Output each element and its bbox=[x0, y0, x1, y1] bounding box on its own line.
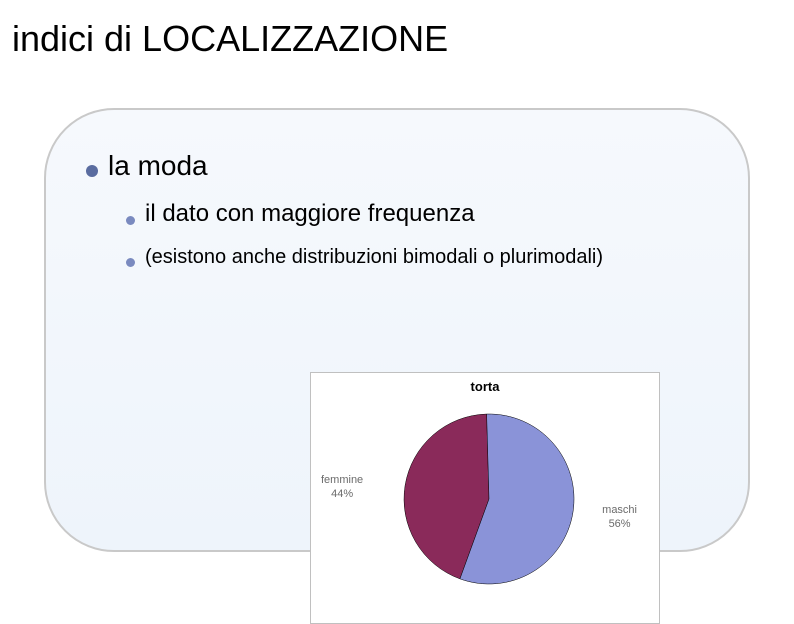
bullet-level2b-text: (esistono anche distribuzioni bimodali o… bbox=[145, 246, 603, 269]
bullet-level2a: il dato con maggiore frequenza bbox=[126, 200, 712, 228]
bullet-level2b: (esistono anche distribuzioni bimodali o… bbox=[126, 246, 712, 269]
slide-title: indici di LOCALIZZAZIONE bbox=[12, 18, 448, 60]
slice-label-name: femmine bbox=[321, 473, 363, 487]
slice-label-maschi: maschi 56% bbox=[602, 503, 637, 532]
pie-svg bbox=[399, 409, 579, 589]
slice-label-percent: 56% bbox=[602, 517, 637, 531]
bullet-level1: la moda bbox=[86, 150, 712, 182]
bullet-dot-icon bbox=[126, 258, 135, 267]
slice-label-name: maschi bbox=[602, 503, 637, 517]
content-box: la moda il dato con maggiore frequenza (… bbox=[44, 108, 750, 552]
bullet-level2a-text: il dato con maggiore frequenza bbox=[145, 200, 475, 228]
bullet-level1-text: la moda bbox=[108, 150, 208, 182]
bullet-dot-icon bbox=[86, 165, 98, 177]
chart-title: torta bbox=[471, 379, 500, 394]
pie-chart: torta femmine 44% maschi 56% bbox=[310, 372, 660, 624]
slice-label-percent: 44% bbox=[321, 487, 363, 501]
slice-label-femmine: femmine 44% bbox=[321, 473, 363, 502]
bullet-dot-icon bbox=[126, 216, 135, 225]
